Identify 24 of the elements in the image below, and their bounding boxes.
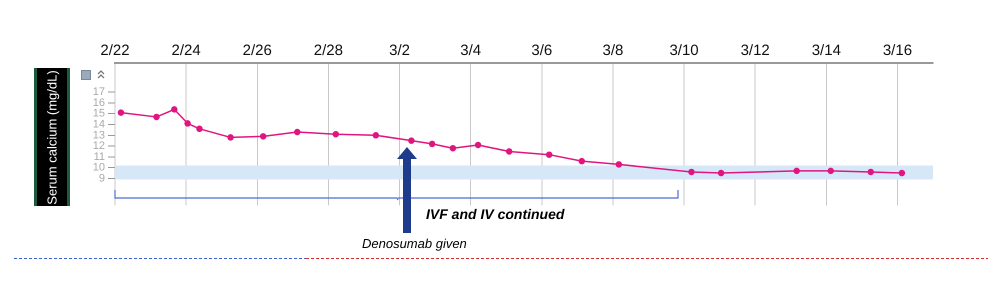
x-tick-label: 2/28 (314, 42, 343, 60)
y-tick-label: 13 (92, 129, 105, 142)
y-tick-label: 10 (92, 162, 105, 174)
text: IVF and IV continued (426, 206, 564, 222)
x-tick-label: 3/2 (389, 42, 410, 60)
y-tick-label: 11 (94, 150, 105, 163)
y-tick-label: 14 (92, 118, 105, 131)
x-tick-label: 3/4 (460, 42, 482, 60)
x-tick-label: 3/8 (602, 42, 624, 60)
x-tick-label: 2/22 (100, 42, 130, 60)
x-tick-label: 3/12 (740, 42, 770, 60)
y-tick-label: 15 (92, 108, 105, 120)
y-tick-label: 17 (92, 86, 105, 98)
x-tick-label: 3/14 (812, 42, 841, 60)
x-tick-label: 2/26 (242, 42, 272, 60)
text: Denosumab given (362, 236, 467, 251)
y-tick-label: 9 (98, 172, 105, 184)
y-tick-label: 12 (92, 140, 105, 152)
y-axis-title: Serum calcium (mg/dL) (44, 70, 60, 204)
x-tick-label: 3/6 (531, 42, 552, 60)
x-tick-label: 3/10 (669, 42, 699, 60)
x-tick-label: 2/24 (172, 42, 201, 60)
x-tick-label: 3/16 (882, 42, 912, 60)
y-tick-label: 16 (92, 96, 105, 109)
